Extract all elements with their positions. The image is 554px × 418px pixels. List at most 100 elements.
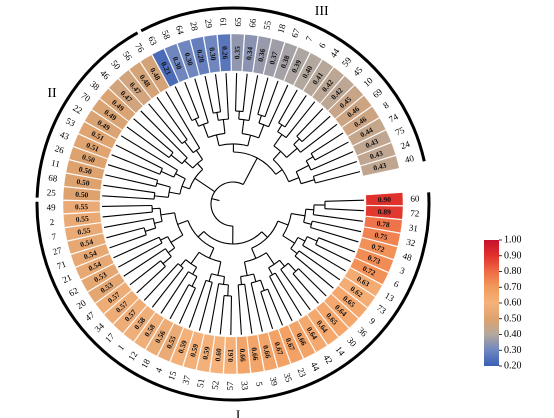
colorbar-tick-label: 0.70: [504, 282, 522, 293]
tree-branch: [297, 236, 306, 242]
tree-branch: [208, 247, 215, 259]
ring-cell: [278, 324, 304, 364]
tree-branch: [295, 171, 302, 184]
ring-cell: [66, 233, 107, 255]
ring-cell: [323, 293, 359, 329]
value-label: 0.66: [238, 348, 248, 362]
value-label: 0.36: [256, 48, 267, 63]
tree-branch: [277, 124, 283, 132]
colorbar-tick-label: 0.30: [504, 345, 522, 356]
ring-cell: [327, 85, 364, 119]
ring-cell: [320, 75, 355, 111]
value-label: 0.54: [79, 237, 94, 249]
leaf-id-label: 33: [239, 381, 250, 391]
tree-branch: [300, 179, 315, 185]
tree-branch: [202, 124, 209, 138]
tree-branch: [227, 284, 229, 296]
value-label: 0.60: [213, 348, 223, 362]
leaf-id-label: 46: [98, 68, 112, 82]
leaf-id-label: 11: [50, 158, 61, 170]
ring-cell: [72, 133, 113, 159]
tree-branch: [241, 119, 245, 134]
tree-branch: [243, 261, 248, 276]
tree-branch: [296, 135, 303, 143]
tree-branch: [230, 295, 233, 335]
tree-branch: [301, 115, 331, 143]
tree-branch: [217, 261, 222, 276]
ring-cell: [335, 95, 373, 128]
tree-branch: [251, 279, 261, 284]
ring-cell: [341, 106, 380, 137]
leaf-id-label: 59: [340, 55, 354, 69]
leaf-id-label: 1: [116, 343, 127, 353]
tree-branch: [293, 144, 301, 153]
tree-branch: [260, 288, 268, 293]
ring-cell: [297, 314, 328, 353]
leaf-id-label: 3: [398, 265, 406, 276]
value-label: 0.37: [267, 50, 279, 65]
ring-cell: [112, 298, 147, 334]
tree-branch: [257, 77, 269, 115]
leaf-id-label: 20: [75, 297, 88, 311]
leaf-id-label: 72: [410, 208, 420, 218]
ring-cell: [203, 34, 221, 74]
colorbar-tick-label: 1.00: [504, 235, 522, 246]
leaf-id-label: 12: [126, 349, 139, 362]
ring-cell: [170, 327, 194, 367]
tree-branch: [268, 267, 273, 276]
tree-branch: [305, 156, 314, 162]
leaf-id-label: 8: [381, 100, 391, 111]
colorbar-tick-label: 0.20: [504, 361, 522, 372]
tree-branch: [160, 271, 189, 314]
tree-branch: [175, 173, 186, 180]
tree-branch: [324, 199, 364, 202]
ring-cell: [65, 159, 105, 180]
tree-branch: [184, 160, 194, 169]
tree-branch: [109, 234, 147, 249]
ring-cell: [306, 308, 339, 346]
ring-cell: [103, 290, 140, 325]
tree-branch: [292, 268, 299, 275]
tree-branch: [214, 74, 222, 112]
tree-branch: [191, 276, 198, 287]
tree-branch: [286, 147, 298, 158]
tree-branch: [117, 242, 163, 268]
tree-branch: [237, 284, 242, 335]
ring-cell: [338, 276, 376, 308]
tree-branch: [275, 169, 283, 175]
tree-branch: [194, 78, 209, 123]
tree-root: [210, 181, 244, 227]
leaf-id-label: 2: [49, 217, 54, 227]
tree-branch: [188, 280, 207, 328]
leaf-id-label: 43: [58, 129, 71, 142]
tree-branch: [104, 217, 154, 229]
leaf-id-label: 73: [375, 303, 389, 317]
leaf-id-label: 9: [367, 316, 377, 327]
tree-branch: [260, 291, 274, 330]
tree-branch: [282, 235, 295, 244]
tree-root: [211, 198, 220, 202]
ring-cell: [217, 33, 232, 72]
tree-branch: [136, 266, 166, 294]
ring-cell: [70, 243, 110, 268]
value-label: 0.61: [226, 349, 235, 363]
tree-branch: [190, 251, 200, 265]
value-label: 0.89: [378, 207, 392, 217]
ring-cell: [356, 142, 397, 166]
leaf-id-label: 36: [356, 325, 370, 339]
tree-branch: [300, 123, 338, 153]
tree-branch: [324, 208, 364, 212]
tree-branch: [302, 244, 346, 272]
leaf-id-label: 69: [371, 86, 385, 100]
leaf-id-label: 47: [83, 309, 97, 323]
ring-cell: [84, 109, 123, 140]
tree-branch: [102, 195, 155, 200]
tree-branch: [159, 208, 163, 222]
tree-branch: [198, 251, 221, 263]
leaf-id-label: 56: [121, 49, 135, 63]
tree-branch: [115, 144, 163, 169]
tree-branch: [102, 211, 153, 218]
cluster-label: III: [315, 4, 329, 19]
tree-branch: [290, 248, 298, 254]
leaf-id-label: 24: [399, 139, 411, 152]
